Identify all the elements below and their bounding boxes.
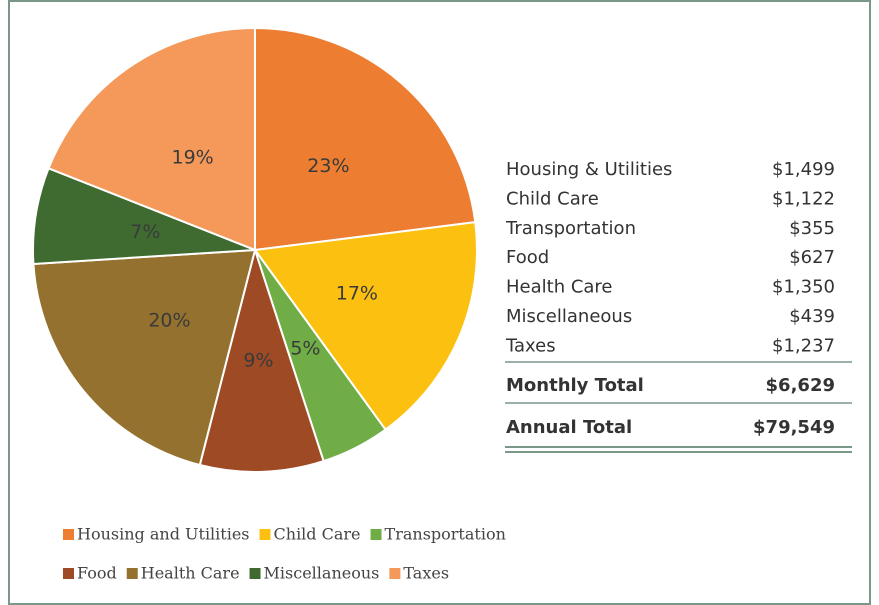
row-amount: $627: [789, 247, 835, 268]
row-label: Miscellaneous: [506, 306, 632, 327]
row-label: Food: [506, 247, 549, 268]
legend-label: Food: [77, 564, 117, 583]
row-amount: $1,499: [772, 159, 835, 180]
legend-swatch: [370, 529, 382, 540]
slice-label: 19%: [171, 147, 213, 169]
row-label: Health Care: [506, 277, 613, 298]
slice-label: 20%: [148, 309, 190, 331]
pie-slice: [47, 26, 256, 252]
slice-label: 17%: [336, 283, 378, 305]
total-label: Monthly Total: [506, 375, 644, 396]
legend-swatch: [259, 529, 271, 540]
legend-swatch: [389, 568, 401, 579]
legend-swatch: [63, 529, 74, 540]
legend-label: Miscellaneous: [264, 564, 380, 583]
row-label: Child Care: [506, 188, 599, 209]
row-amount: $1,122: [772, 188, 835, 209]
legend-label: Health Care: [141, 564, 240, 583]
pie-slice: [32, 248, 257, 467]
legend-swatch: [249, 568, 261, 579]
row-amount: $1,237: [772, 335, 835, 356]
total-amount: $79,549: [753, 417, 835, 438]
row-label: Housing & Utilities: [506, 159, 672, 180]
total-label: Annual Total: [506, 417, 632, 438]
pie-slice: [254, 26, 477, 252]
legend-swatch: [126, 568, 138, 579]
slice-label: 9%: [243, 349, 273, 371]
row-label: Transportation: [505, 218, 636, 239]
row-amount: $355: [789, 218, 835, 239]
slice-label: 5%: [290, 337, 320, 359]
row-amount: $439: [789, 306, 835, 327]
legend-label: Housing and Utilities: [77, 525, 250, 544]
pie-slice: [253, 221, 478, 431]
legend-label: Child Care: [274, 525, 361, 544]
legend-label: Taxes: [403, 564, 449, 583]
pie-slice: [198, 246, 325, 473]
total-amount: $6,629: [766, 375, 835, 396]
slice-label: 23%: [307, 155, 349, 177]
row-label: Taxes: [505, 335, 556, 356]
row-amount: $1,350: [772, 277, 835, 298]
slice-label: 7%: [130, 221, 160, 243]
legend-swatch: [63, 568, 74, 579]
legend-label: Transportation: [385, 525, 506, 544]
